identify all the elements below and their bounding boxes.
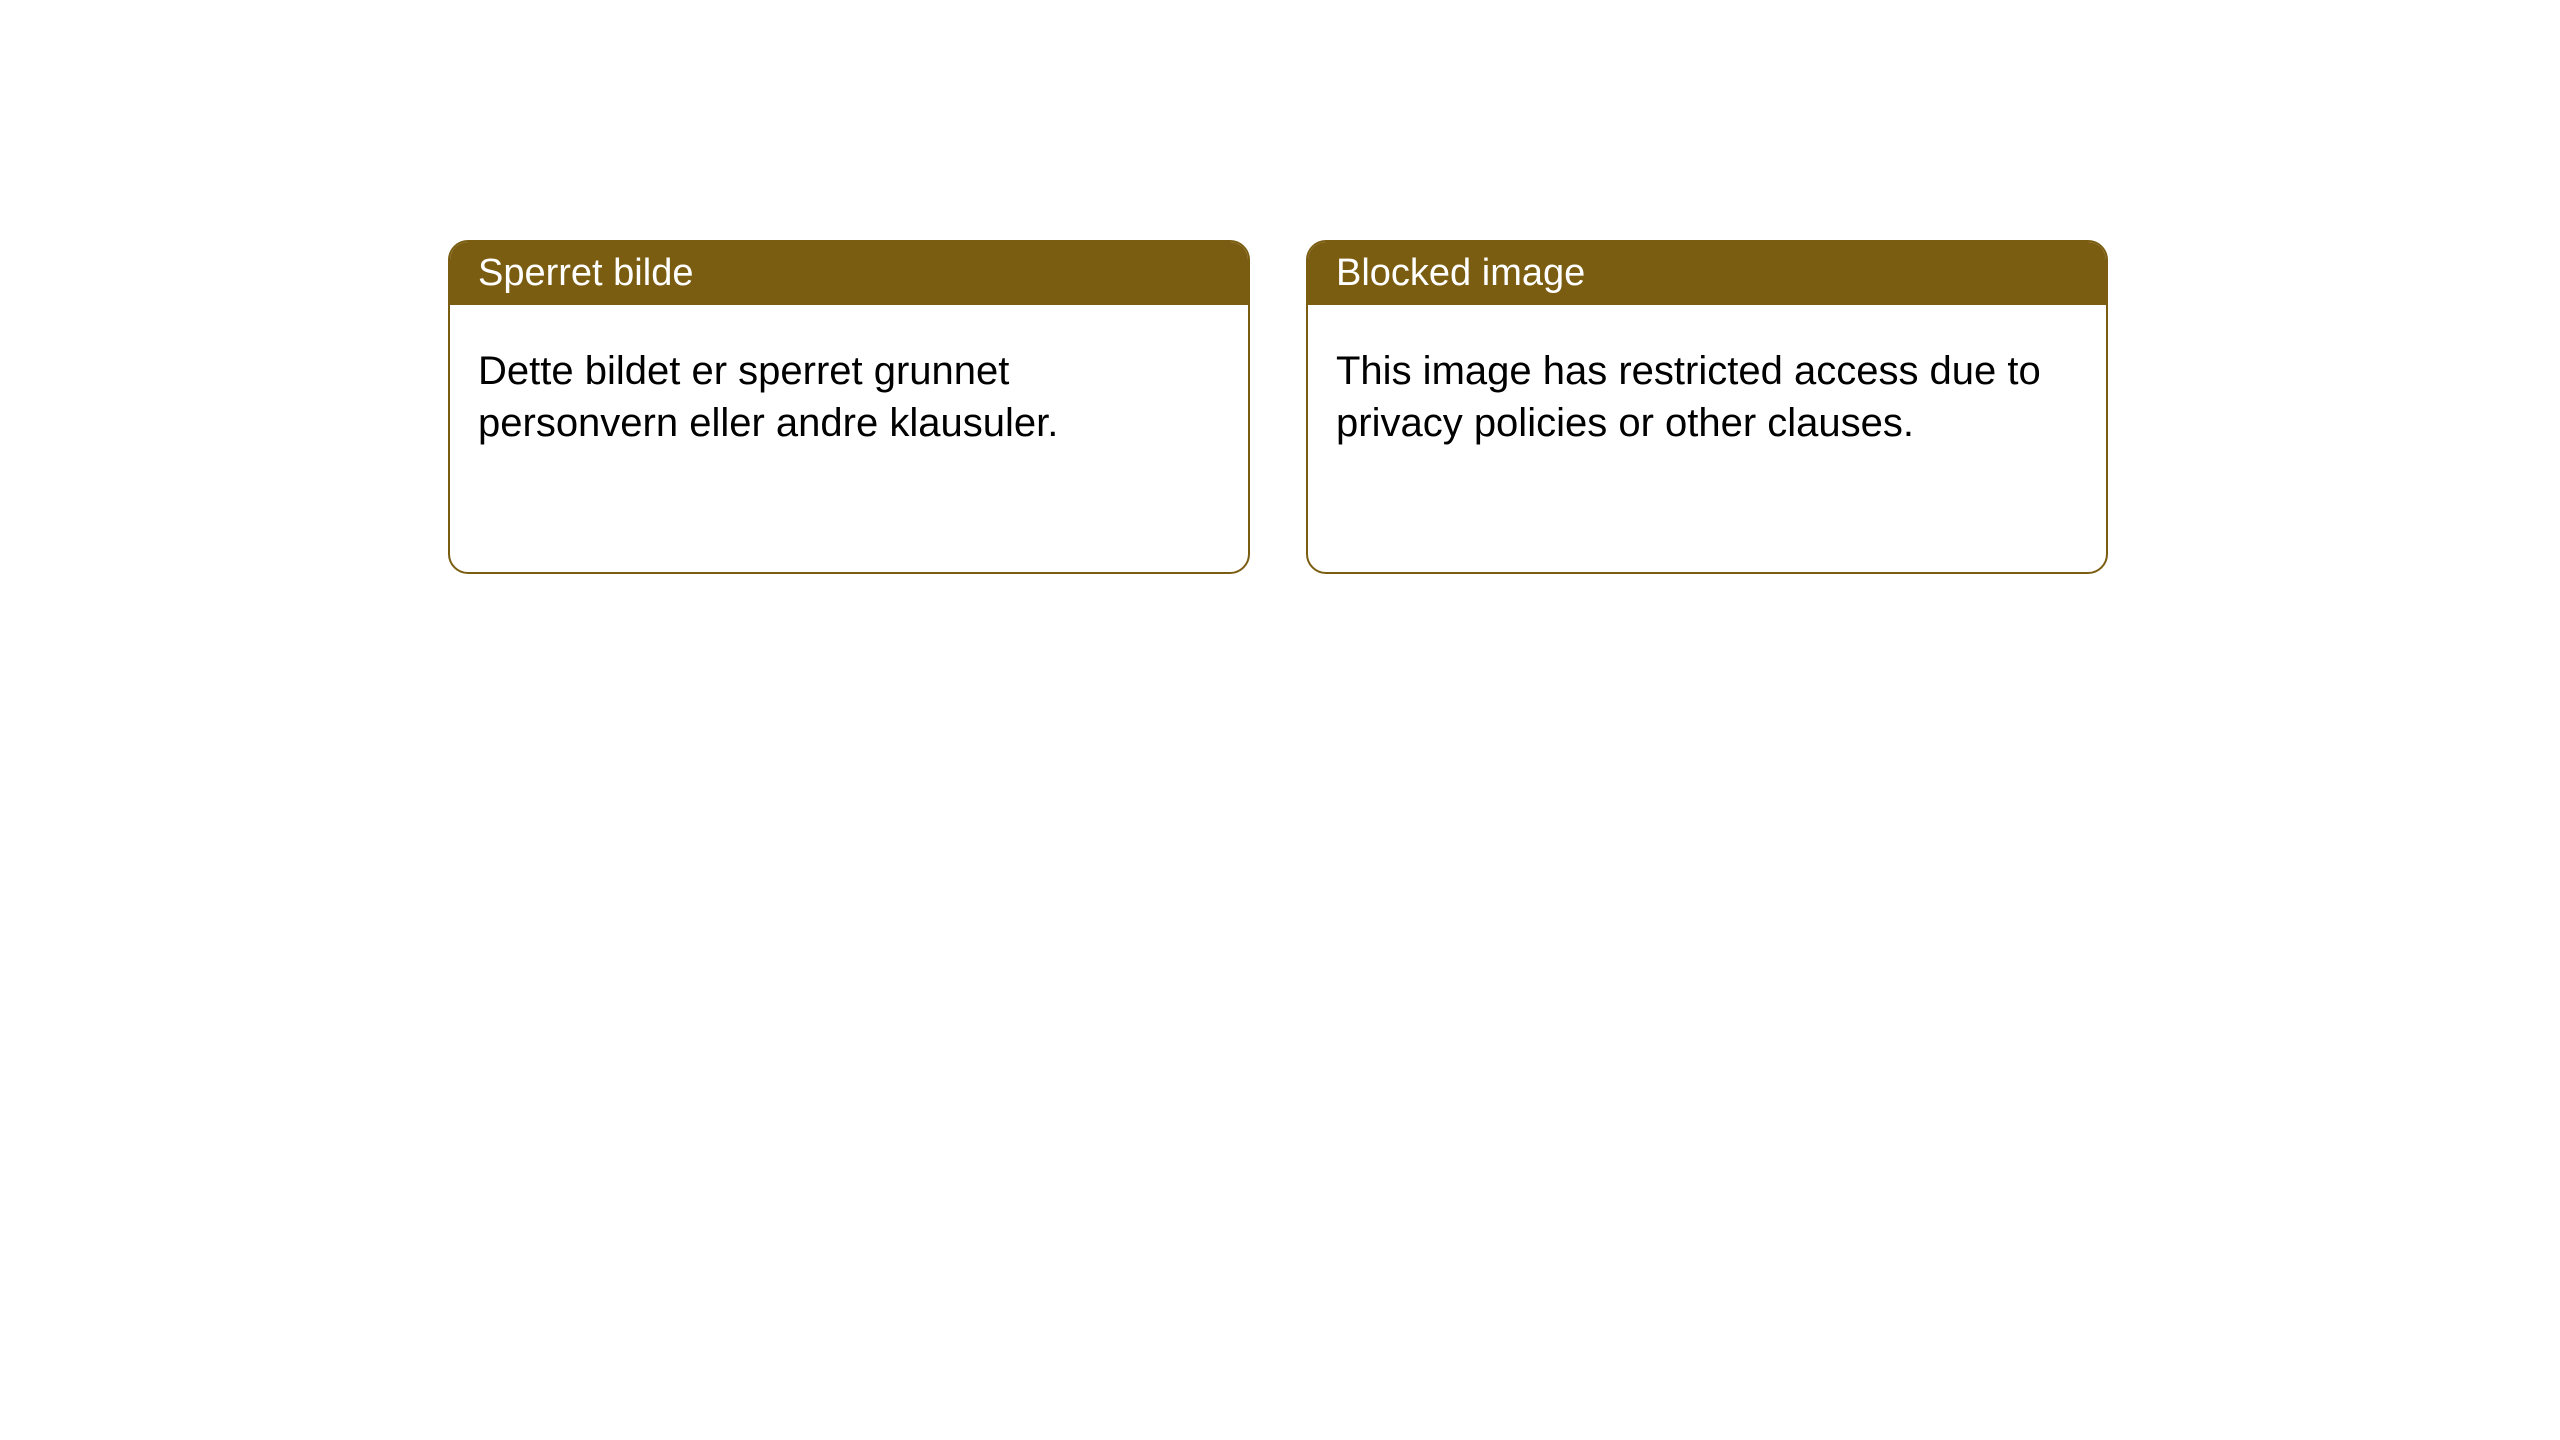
card-container: Sperret bilde Dette bildet er sperret gr…: [0, 0, 2560, 574]
blocked-image-card-en: Blocked image This image has restricted …: [1306, 240, 2108, 574]
card-body-text: This image has restricted access due to …: [1336, 349, 2041, 445]
card-body-text: Dette bildet er sperret grunnet personve…: [478, 349, 1058, 445]
card-body-no: Dette bildet er sperret grunnet personve…: [450, 305, 1248, 489]
card-header-label: Blocked image: [1336, 252, 1585, 294]
card-body-en: This image has restricted access due to …: [1308, 305, 2106, 489]
card-header-no: Sperret bilde: [450, 242, 1248, 305]
blocked-image-card-no: Sperret bilde Dette bildet er sperret gr…: [448, 240, 1250, 574]
card-header-label: Sperret bilde: [478, 252, 693, 294]
card-header-en: Blocked image: [1308, 242, 2106, 305]
